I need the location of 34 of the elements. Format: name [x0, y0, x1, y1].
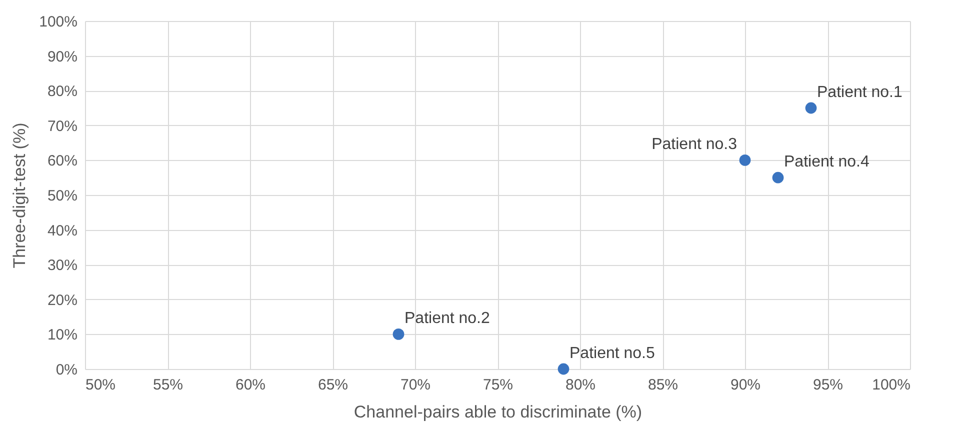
- annotation: Patient no.3: [652, 136, 738, 154]
- y-tick-label: 30%: [47, 257, 78, 274]
- y-tick-label: 50%: [47, 188, 78, 204]
- x-tick-label: 95%: [812, 376, 844, 394]
- y-tick-label: 40%: [47, 222, 78, 240]
- x-tick-label: 80%: [565, 376, 596, 394]
- point: [772, 172, 784, 184]
- y-tick-label: 70%: [47, 118, 78, 135]
- y-tick-label: 20%: [47, 292, 78, 309]
- x-tick-label: 65%: [318, 376, 348, 394]
- point: [739, 154, 751, 166]
- point: [558, 363, 570, 375]
- y-tick-label: 90%: [47, 48, 78, 66]
- annotation: Patient no.5: [570, 345, 655, 362]
- x-tick-label: 60%: [235, 376, 266, 394]
- x-tick-label: 75%: [482, 376, 514, 394]
- point: [392, 328, 404, 340]
- y-tick-label: 0%: [56, 362, 78, 378]
- annotation: Patient no.4: [784, 154, 870, 171]
- y-tick-label: 80%: [47, 83, 78, 100]
- y-tick-label: 100%: [39, 14, 78, 30]
- x-tick-label: 90%: [730, 376, 761, 394]
- y-axis-title: Three-digit-test (%): [10, 122, 30, 268]
- x-tick-label: 85%: [648, 376, 678, 394]
- y-tick-label: 60%: [47, 152, 78, 170]
- y-tick-label: 10%: [47, 326, 78, 344]
- annotation: Patient no.2: [404, 310, 490, 328]
- x-tick-label: 50%: [86, 376, 116, 394]
- x-axis-title: Channel-pairs able to discriminate (%): [354, 402, 642, 422]
- x-tick-label: 100%: [872, 376, 910, 394]
- x-tick-label: 55%: [152, 376, 184, 394]
- x-tick-label: 70%: [400, 376, 431, 394]
- point: [805, 102, 817, 114]
- annotation: Patient no.1: [817, 84, 902, 101]
